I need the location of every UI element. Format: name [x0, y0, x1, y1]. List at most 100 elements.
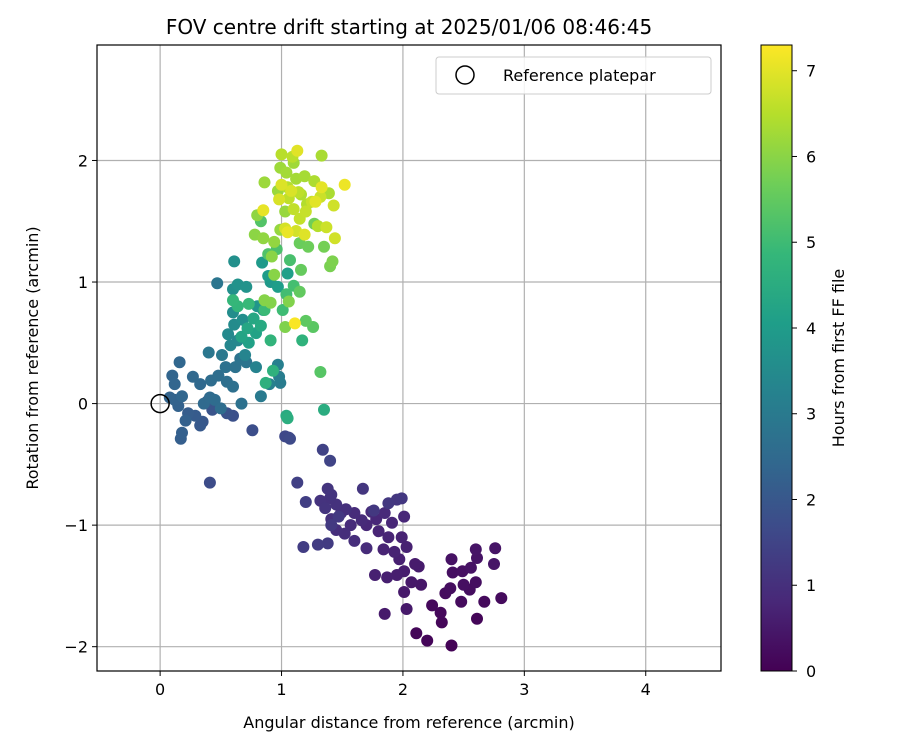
data-point [291, 144, 304, 157]
y-tick-label: 1 [78, 273, 88, 292]
data-point [212, 369, 225, 382]
data-point [194, 378, 207, 391]
x-axis-label: Angular distance from reference (arcmin) [243, 713, 574, 732]
data-point [434, 606, 447, 619]
data-point [338, 178, 351, 191]
data-point [285, 184, 298, 197]
data-point [214, 402, 227, 415]
colorbar-tick-label: 1 [806, 576, 816, 595]
data-point [395, 492, 408, 505]
colorbar-tick-label: 3 [806, 405, 816, 424]
data-point [390, 569, 403, 581]
data-point [405, 576, 418, 589]
data-point [489, 542, 502, 555]
data-point [356, 482, 369, 495]
colorbar-gradient [760, 44, 793, 672]
data-point [235, 330, 248, 343]
data-point [348, 534, 361, 547]
colorbar-tick-label: 5 [806, 233, 816, 252]
data-point [344, 519, 357, 532]
plot-frame [96, 44, 722, 672]
data-point [478, 595, 491, 608]
data-point [282, 295, 295, 308]
y-tick-label: 2 [78, 151, 88, 170]
data-point [239, 349, 252, 361]
data-point [203, 476, 216, 489]
data-point [299, 205, 312, 218]
data-point [208, 393, 221, 406]
data-point [410, 627, 423, 640]
data-point [296, 334, 309, 347]
data-point [267, 364, 279, 377]
data-point [227, 380, 239, 393]
data-point [339, 503, 352, 516]
colorbar-tick-label: 6 [806, 147, 816, 166]
data-point [241, 322, 254, 335]
data-point [250, 361, 262, 374]
data-point [426, 599, 439, 612]
data-point [495, 592, 508, 605]
x-tick-label: 4 [641, 680, 651, 699]
data-point [360, 542, 373, 555]
data-point [275, 148, 288, 161]
data-point [227, 294, 239, 307]
data-point [268, 235, 281, 248]
data-point [276, 304, 289, 316]
data-point [264, 334, 277, 347]
data-point [381, 571, 394, 584]
data-point [279, 321, 292, 333]
data-point [254, 390, 267, 403]
data-point [455, 595, 468, 608]
data-point [219, 361, 232, 374]
data-point [321, 537, 334, 550]
data-point [235, 397, 248, 410]
data-point [259, 376, 272, 389]
data-point [444, 582, 457, 595]
data-point [299, 496, 312, 508]
x-tick-label: 1 [276, 680, 286, 699]
data-point [257, 232, 270, 245]
data-point [302, 240, 315, 253]
data-point [222, 328, 235, 341]
data-point [291, 476, 304, 489]
data-point [421, 634, 434, 647]
data-point [211, 277, 224, 290]
data-point [163, 391, 176, 404]
legend-label: Reference platepar [503, 66, 656, 85]
data-point [378, 507, 391, 519]
colorbar-tick-label: 2 [806, 490, 816, 509]
y-tick-label: −2 [64, 638, 88, 657]
data-point [324, 454, 337, 467]
data-point [319, 502, 332, 515]
data-point [287, 203, 300, 216]
data-point [298, 170, 311, 183]
legend-marker-icon [455, 65, 475, 85]
data-point [284, 432, 296, 445]
data-point [281, 412, 294, 425]
y-axis-label: Rotation from reference (arcmin) [23, 226, 42, 489]
data-point [318, 403, 330, 416]
data-point [257, 204, 270, 217]
data-point [316, 443, 329, 456]
data-point [295, 263, 307, 276]
data-point [284, 254, 296, 267]
data-point [273, 193, 286, 206]
data-point [464, 561, 477, 574]
data-point [415, 578, 428, 591]
data-point [194, 419, 207, 432]
data-point [311, 538, 324, 551]
data-point [409, 558, 422, 570]
data-point [400, 603, 413, 615]
data-point [298, 228, 311, 241]
data-point [328, 232, 341, 245]
data-point [398, 586, 411, 598]
data-point [275, 178, 288, 191]
data-point [382, 497, 395, 510]
data-point [202, 346, 215, 359]
data-point [258, 176, 271, 189]
data-point [314, 366, 327, 378]
reference-platepar-marker [150, 393, 170, 414]
data-point [398, 510, 411, 523]
data-points [163, 144, 508, 652]
